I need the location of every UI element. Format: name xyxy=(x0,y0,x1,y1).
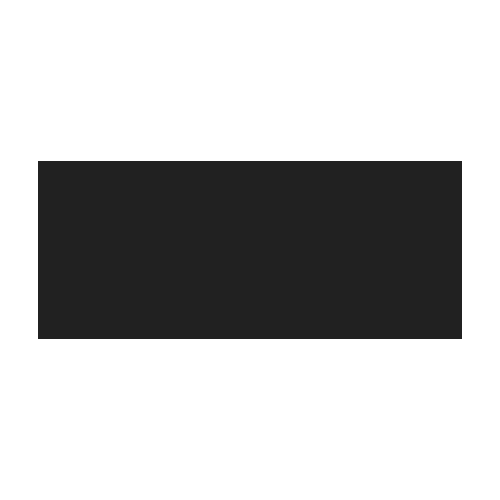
dark-rectangle xyxy=(38,161,462,339)
